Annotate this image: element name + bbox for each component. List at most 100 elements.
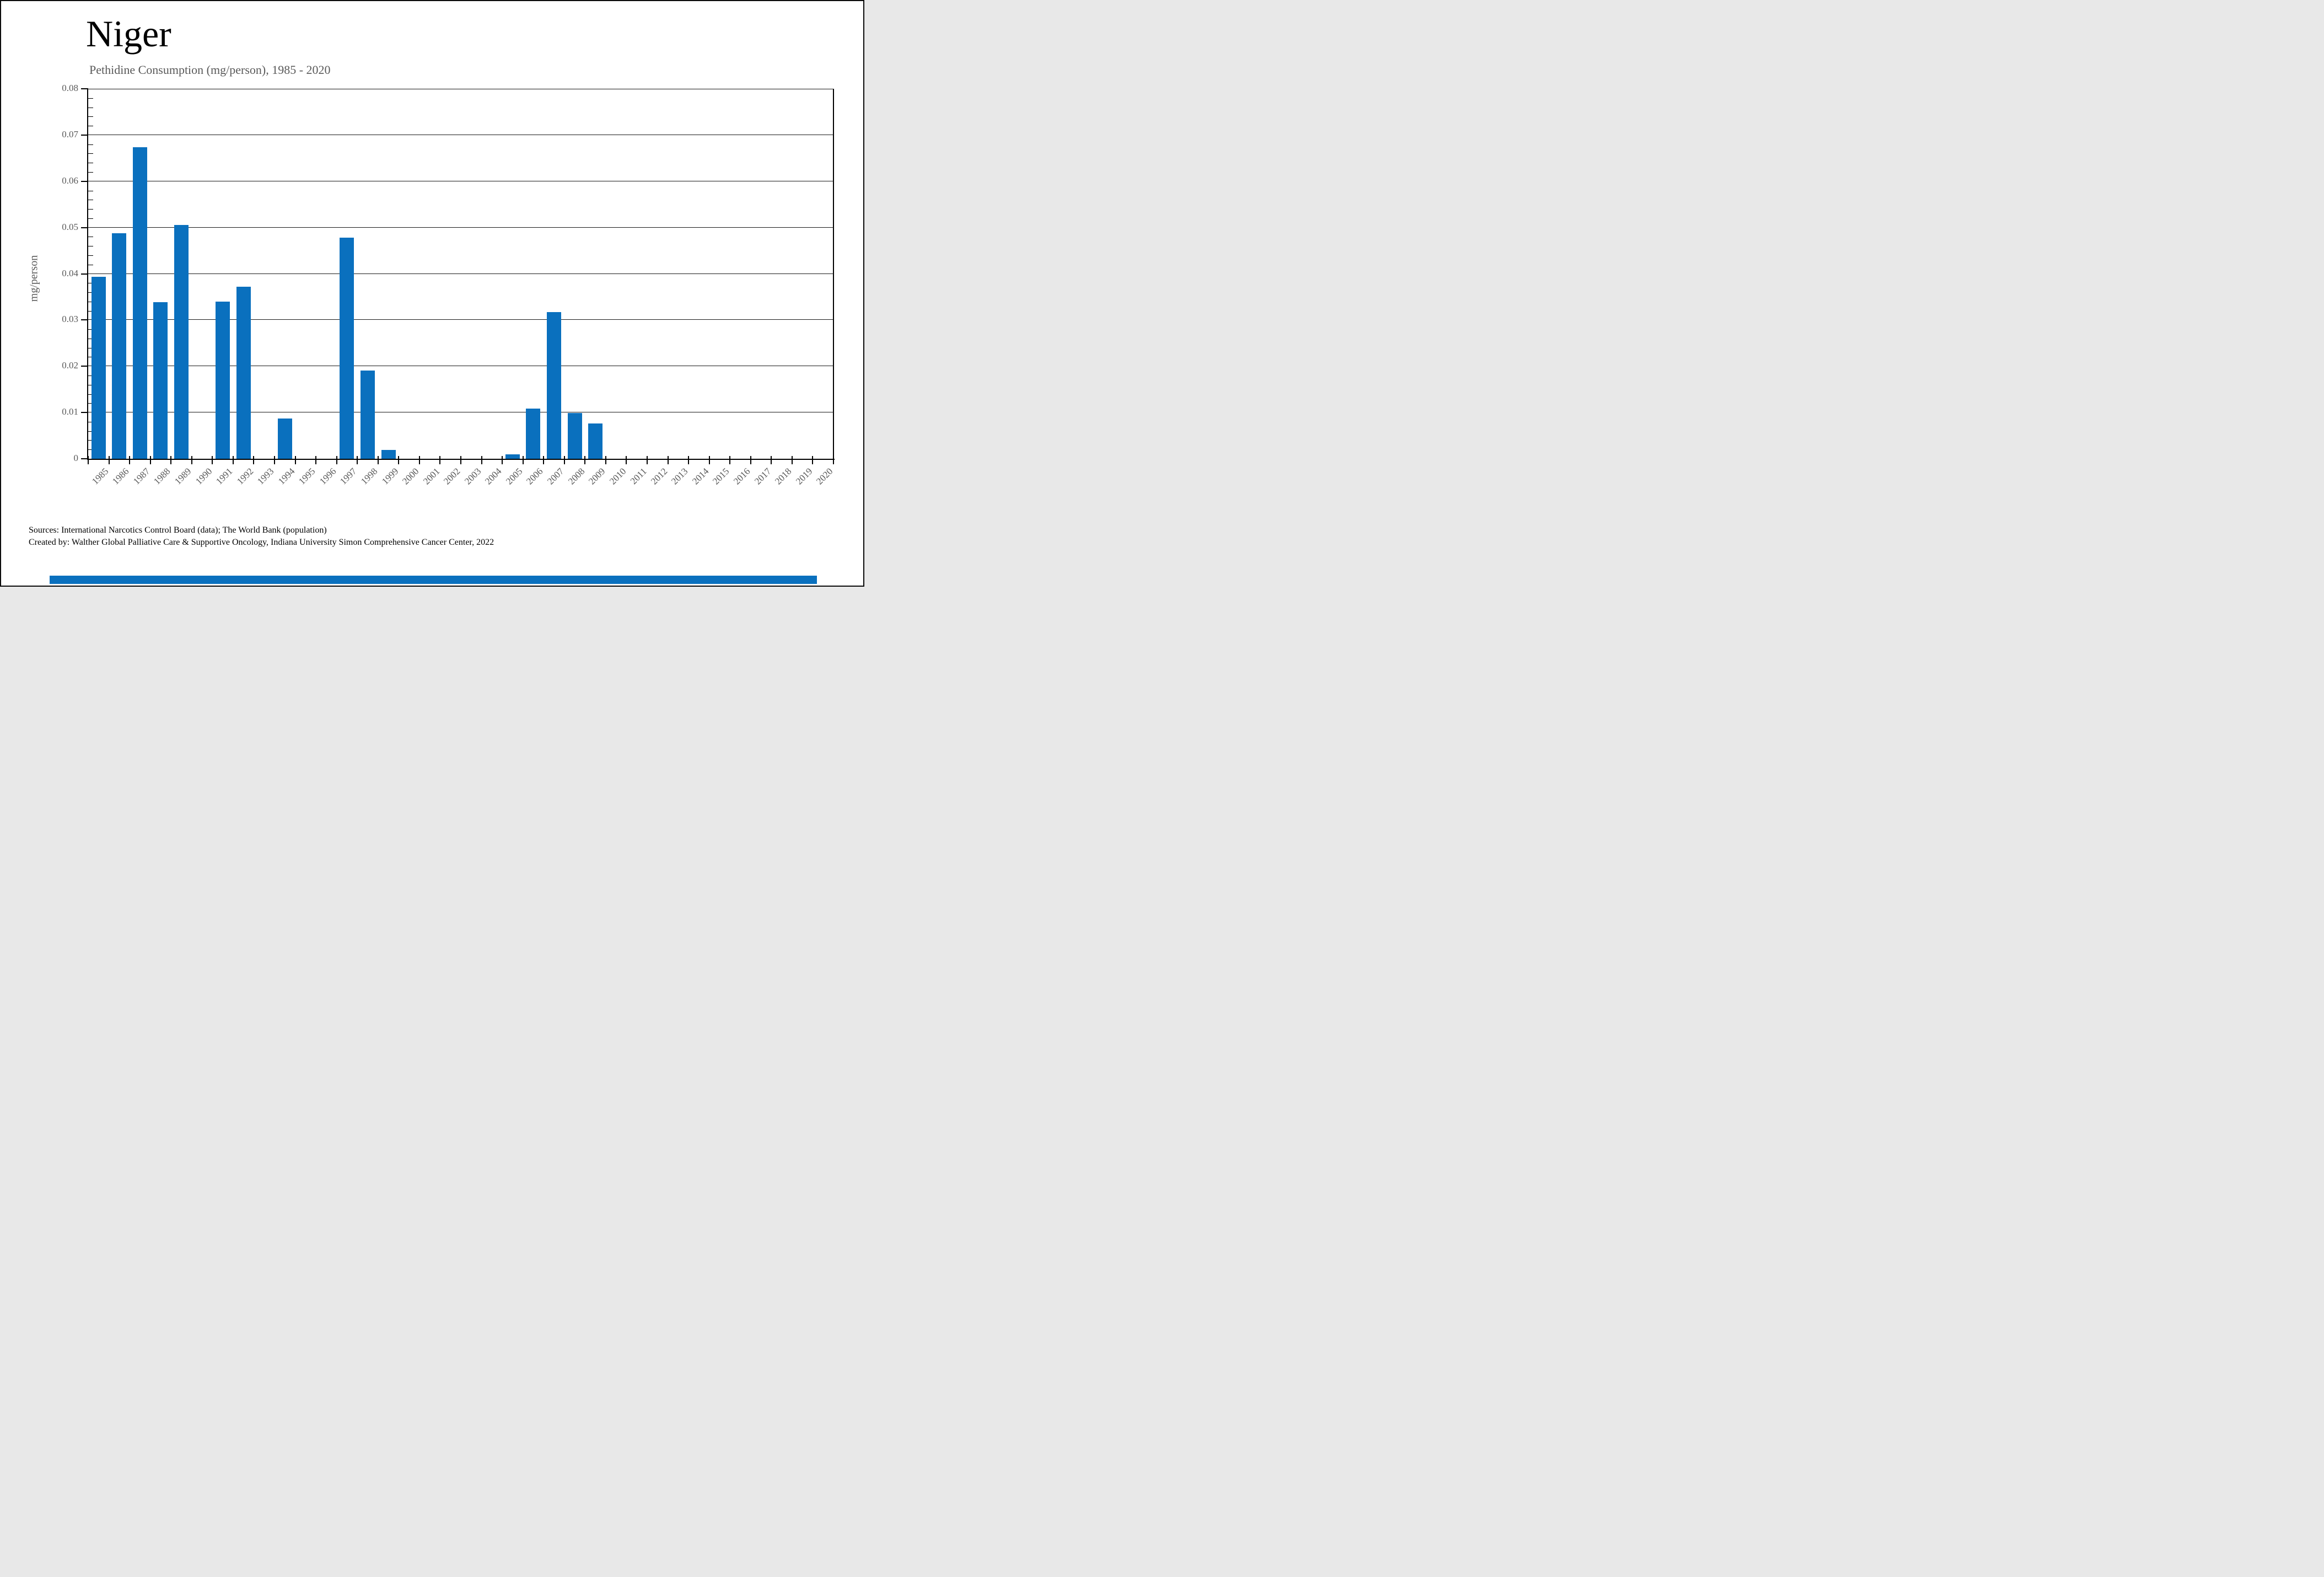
x-axis-tick-label: 2006 xyxy=(524,466,545,487)
gridline xyxy=(88,273,833,274)
y-axis-minor-tick xyxy=(88,310,93,312)
y-axis-major-tick xyxy=(81,134,88,136)
x-axis-tick-label: 2003 xyxy=(462,466,483,487)
x-axis-tick-label: 2000 xyxy=(400,466,421,487)
figure-page: Niger Pethidine Consumption (mg/person),… xyxy=(0,0,864,587)
x-axis-tick-label: 1995 xyxy=(297,466,318,487)
x-axis-tick-label: 1999 xyxy=(379,466,400,487)
y-axis-tick-label: 0 xyxy=(73,453,79,463)
x-axis-tick xyxy=(833,456,834,464)
y-axis-minor-tick xyxy=(88,394,93,395)
x-axis-tick-label: 2009 xyxy=(587,466,607,487)
x-axis-tick xyxy=(88,456,89,464)
y-axis-minor-tick xyxy=(88,449,93,450)
y-axis-major-tick xyxy=(81,366,88,367)
y-axis-title: mg/person xyxy=(28,255,40,302)
bar xyxy=(567,412,582,459)
bar xyxy=(361,370,375,459)
y-axis-major-tick xyxy=(81,319,88,321)
chart-subtitle: Pethidine Consumption (mg/person), 1985 … xyxy=(89,63,331,77)
x-axis-tick xyxy=(584,456,586,464)
x-axis-tick xyxy=(502,456,503,464)
y-axis-major-tick xyxy=(81,412,88,414)
y-axis-minor-tick xyxy=(88,292,93,293)
bar xyxy=(547,312,561,459)
gridline xyxy=(88,319,833,320)
bar xyxy=(340,238,354,459)
x-axis-tick xyxy=(315,456,317,464)
x-axis-tick xyxy=(791,456,793,464)
x-axis-tick xyxy=(377,456,379,464)
x-axis-tick-label: 2020 xyxy=(814,466,835,487)
x-axis-tick-label: 1988 xyxy=(152,466,173,487)
bar xyxy=(526,409,541,459)
y-axis-minor-tick xyxy=(88,144,93,145)
y-axis-minor-tick xyxy=(88,403,93,404)
x-axis-tick xyxy=(522,456,524,464)
x-axis-tick-label: 2013 xyxy=(669,466,690,487)
x-axis-tick-label: 1992 xyxy=(234,466,256,487)
x-axis-tick xyxy=(460,456,461,464)
x-axis-tick-label: 2004 xyxy=(483,466,504,487)
x-axis-tick xyxy=(232,456,234,464)
y-axis-tick-label: 0.07 xyxy=(62,128,78,140)
chart-title: Niger xyxy=(86,13,171,55)
x-axis-tick xyxy=(729,456,731,464)
y-axis-minor-tick xyxy=(88,218,93,219)
x-axis-tick xyxy=(605,456,606,464)
x-axis-tick-label: 2015 xyxy=(711,466,731,487)
x-axis-tick xyxy=(647,456,648,464)
bar xyxy=(174,224,189,459)
y-axis-minor-tick xyxy=(88,209,93,210)
sources-text: Sources: International Narcotics Control… xyxy=(29,525,327,535)
x-axis-tick-label: 2018 xyxy=(773,466,794,487)
x-axis-tick-label: 2005 xyxy=(503,466,525,487)
x-axis-tick-label: 2001 xyxy=(421,466,442,487)
x-axis-tick xyxy=(129,456,131,464)
bar xyxy=(505,454,520,459)
x-axis-tick xyxy=(149,456,151,464)
bar xyxy=(277,419,292,459)
y-axis-major-tick xyxy=(81,180,88,182)
x-axis-tick-label: 2019 xyxy=(793,466,815,487)
y-axis-tick-label: 0.04 xyxy=(62,267,78,278)
x-axis-tick-label: 2010 xyxy=(607,466,628,487)
x-axis-tick xyxy=(750,456,751,464)
credit-text: Created by: Walther Global Palliative Ca… xyxy=(29,538,494,547)
x-axis-tick xyxy=(667,456,669,464)
x-axis-tick xyxy=(812,456,814,464)
x-axis-tick xyxy=(771,456,772,464)
x-axis-tick-label: 1997 xyxy=(338,466,359,487)
x-axis-tick xyxy=(626,456,627,464)
y-axis-minor-tick xyxy=(88,255,93,256)
bar xyxy=(153,302,168,459)
x-axis-tick xyxy=(108,456,110,464)
x-axis-tick-label: 2008 xyxy=(566,466,587,487)
y-axis-major-tick xyxy=(81,273,88,275)
bar xyxy=(588,423,603,459)
x-axis-tick xyxy=(563,456,565,464)
x-axis-tick-label: 1987 xyxy=(131,466,152,487)
x-axis-tick-label: 1993 xyxy=(255,466,276,487)
bar xyxy=(91,276,106,459)
x-axis-tick-label: 2002 xyxy=(442,466,462,487)
x-axis-tick-label: 2016 xyxy=(731,466,752,487)
x-axis-tick xyxy=(357,456,358,464)
x-axis-tick xyxy=(418,456,420,464)
x-axis-tick xyxy=(688,456,690,464)
x-axis-tick xyxy=(253,456,255,464)
x-axis-tick-label: 2011 xyxy=(628,466,649,487)
x-axis-tick xyxy=(191,456,192,464)
x-axis-tick-label: 2014 xyxy=(690,466,711,487)
y-axis-tick-label: 0.03 xyxy=(62,314,78,325)
bar xyxy=(216,301,230,459)
y-axis-line xyxy=(87,89,88,460)
bottom-accent-bar xyxy=(50,576,817,584)
x-axis-tick xyxy=(543,456,545,464)
y-axis-major-tick xyxy=(81,458,88,459)
x-axis-tick-label: 1994 xyxy=(276,466,297,487)
x-axis-tick-label: 1985 xyxy=(89,466,111,487)
gridline xyxy=(88,227,833,228)
x-axis-tick-label: 1996 xyxy=(317,466,338,487)
x-axis-tick-label: 1990 xyxy=(193,466,214,487)
